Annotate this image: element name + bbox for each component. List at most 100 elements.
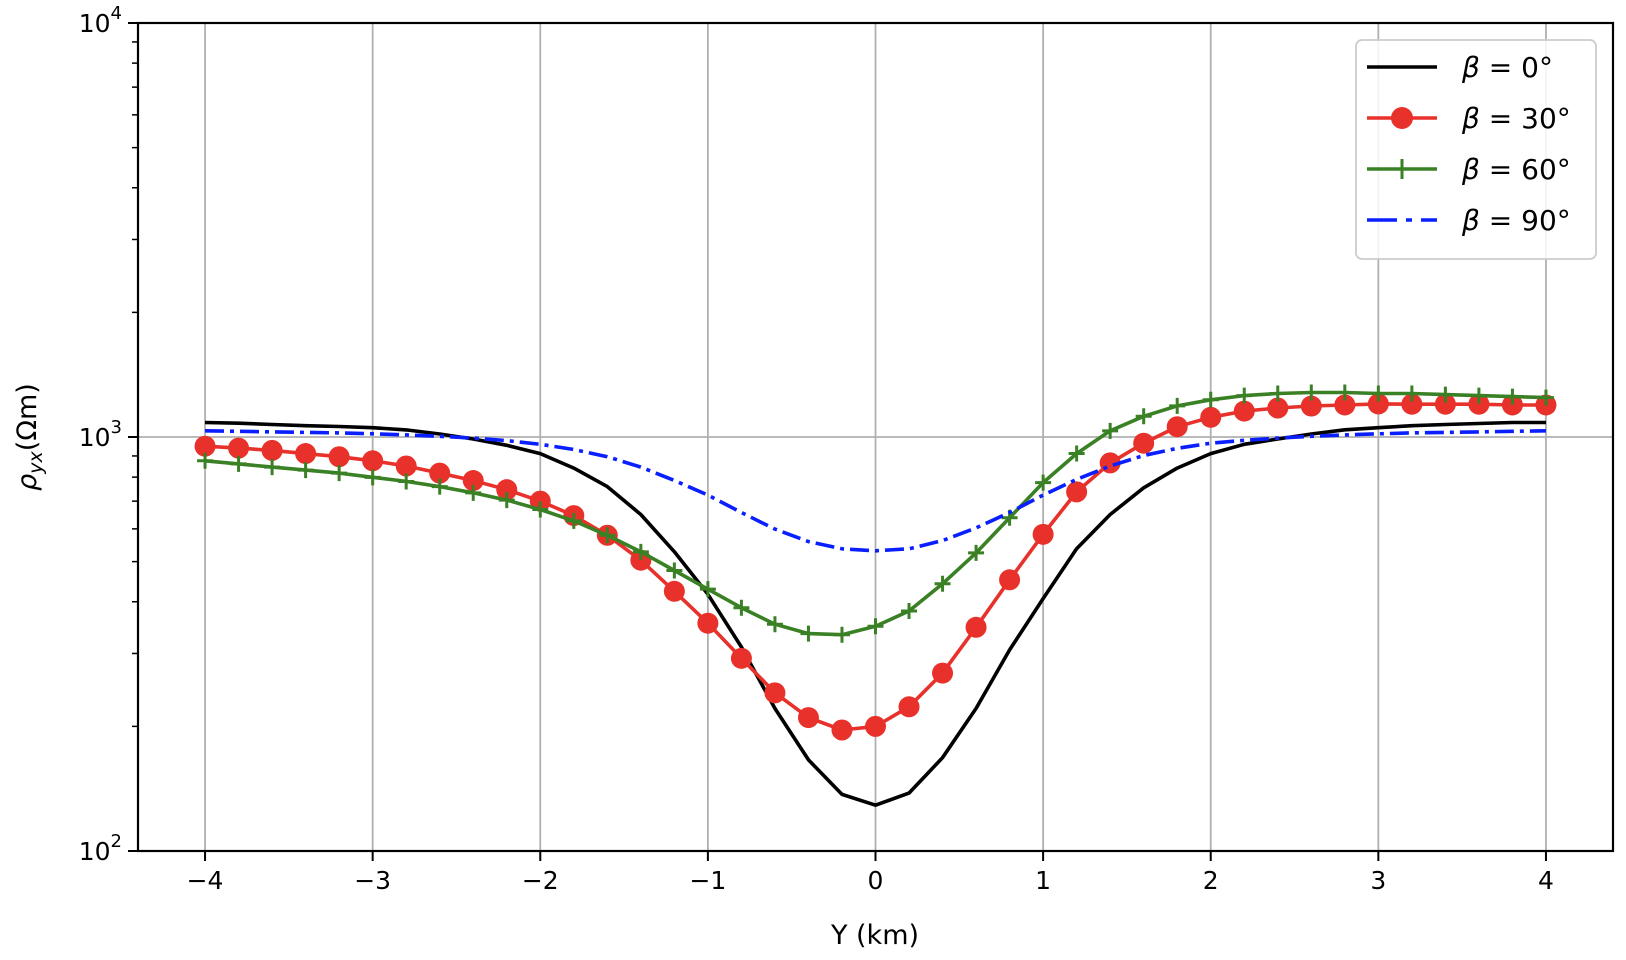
data-point-plus: [264, 459, 281, 476]
data-point-plus: [565, 512, 582, 529]
y-axis-label-unit: (Ωm): [12, 383, 43, 451]
data-point-plus: [364, 469, 381, 486]
data-point-circle: [1166, 416, 1188, 438]
legend-entry: β = 0°: [1367, 51, 1553, 84]
data-point-plus: [1403, 385, 1420, 402]
series-2: [197, 384, 1554, 643]
data-point-circle: [1133, 432, 1155, 454]
data-point-circle: [1367, 393, 1389, 415]
legend-label: β = 60°: [1461, 153, 1571, 186]
x-tick-label: −3: [354, 866, 391, 895]
data-point-circle: [865, 715, 886, 737]
data-point-plus: [1035, 474, 1052, 491]
legend-label-symbol: β: [1461, 153, 1480, 186]
y-axis-label: ρyx(Ωm): [12, 383, 47, 491]
data-point-plus: [800, 625, 817, 642]
y-axis-label-subscript: yx: [25, 450, 47, 474]
y-tick-label: 102: [79, 831, 122, 866]
data-point-circle: [965, 616, 987, 638]
data-point-circle: [1233, 400, 1255, 422]
data-point-plus: [599, 527, 616, 544]
data-point-plus: [1236, 387, 1253, 404]
data-point-plus: [1068, 445, 1085, 462]
data-point-circle: [764, 682, 786, 704]
data-point-circle: [1401, 393, 1423, 415]
data-point-plus: [1202, 391, 1219, 408]
data-point-plus: [197, 452, 214, 469]
x-tick-label: 4: [1538, 866, 1554, 895]
data-point-plus: [1336, 384, 1353, 401]
data-point-circle: [1200, 406, 1222, 428]
data-point-plus: [666, 562, 683, 579]
data-point-circle: [797, 707, 819, 729]
y-tick-label: 104: [79, 3, 122, 38]
legend-label-value: = 0°: [1480, 51, 1553, 84]
y-tick-label-base: 10: [79, 837, 111, 866]
data-point-plus: [1269, 385, 1286, 402]
x-tick-labels: −4 −3 −2 −1 0 1 2 3 4: [187, 866, 1554, 895]
legend-entry: β = 60°: [1367, 153, 1571, 186]
data-point-circle: [328, 446, 350, 468]
legend-entry: β = 30°: [1367, 102, 1571, 135]
data-point-circle: [831, 719, 853, 741]
x-tick-label: 0: [868, 866, 884, 895]
data-point-circle: [261, 439, 283, 461]
y-tick-label-exponent: 2: [111, 831, 122, 852]
data-point-plus: [1470, 387, 1487, 404]
data-point-plus: [398, 473, 415, 490]
data-point-circle: [462, 470, 484, 492]
data-point-plus: [699, 581, 716, 598]
x-tick-label: −1: [689, 866, 726, 895]
data-point-circle: [1267, 397, 1289, 419]
data-point-circle: [1334, 394, 1356, 416]
x-tick-label: −4: [187, 866, 224, 895]
legend-label-value: = 90°: [1480, 204, 1571, 237]
data-point-circle: [932, 662, 954, 684]
data-point-plus: [867, 618, 884, 635]
series-layer: [194, 384, 1557, 808]
legend: β = 0°β = 30°β = 60°β = 90°: [1355, 39, 1597, 260]
x-tick-label: −2: [522, 866, 559, 895]
data-point-plus: [1135, 408, 1152, 425]
y-tick-label-base: 10: [79, 9, 111, 38]
data-point-circle: [295, 443, 317, 465]
legend-label: β = 90°: [1461, 204, 1571, 237]
legend-frame: [1355, 39, 1597, 260]
x-tick-label: 3: [1370, 866, 1386, 895]
data-point-plus: [968, 544, 985, 561]
data-point-circle: [1434, 393, 1456, 415]
x-axis-label: Y (km): [830, 920, 919, 951]
data-point-plus: [1169, 397, 1186, 414]
legend-label-value: = 60°: [1480, 153, 1571, 186]
data-point-circle: [429, 462, 451, 484]
data-point-circle: [898, 696, 920, 718]
data-point-circle: [999, 569, 1021, 591]
data-point-circle: [1501, 394, 1523, 416]
y-tick-label-base: 10: [79, 423, 111, 452]
ticks: [128, 22, 1547, 861]
data-point-plus: [901, 602, 918, 619]
data-point-plus: [1370, 385, 1387, 402]
legend-marker-circle: [1391, 107, 1413, 129]
data-point-plus: [1437, 386, 1454, 403]
data-point-plus: [934, 575, 951, 592]
data-point-plus: [465, 484, 482, 501]
data-point-plus: [1537, 389, 1554, 406]
data-point-plus: [331, 465, 348, 482]
legend-marker-plus: [1394, 159, 1410, 179]
legend-entry: β = 90°: [1367, 204, 1571, 237]
data-point-plus: [1504, 388, 1521, 405]
data-point-plus: [230, 455, 247, 472]
y-axis-label-symbol: ρ: [12, 474, 43, 491]
legend-label-symbol: β: [1461, 51, 1480, 84]
data-point-circle: [1032, 523, 1054, 545]
data-point-plus: [532, 501, 549, 518]
data-point-plus: [733, 599, 750, 616]
data-point-circle: [697, 612, 719, 634]
legend-label-value: = 30°: [1480, 102, 1571, 135]
legend-label: β = 30°: [1461, 102, 1571, 135]
data-point-circle: [1066, 481, 1088, 503]
series-0: [204, 420, 1546, 808]
